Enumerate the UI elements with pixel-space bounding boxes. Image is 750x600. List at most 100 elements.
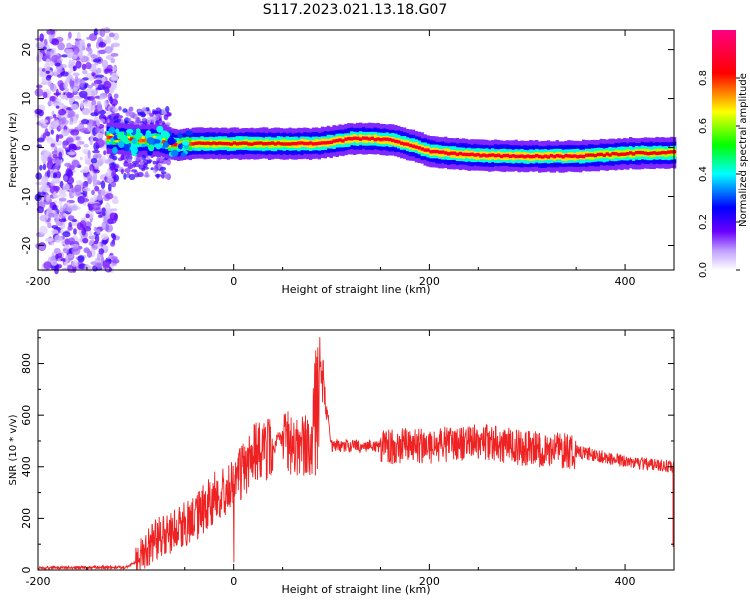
spectrogram-noise-cell	[80, 198, 90, 203]
spectrogram-noise-cell	[56, 119, 60, 126]
spectrogram-noise-cell	[74, 75, 79, 84]
spectrogram-noise-cell	[88, 48, 93, 55]
spectrogram-ridge-cell	[180, 152, 186, 158]
spectrogram-ridge-cell	[197, 141, 201, 145]
spectrogram-noise-cell	[72, 72, 80, 77]
spectrogram-noise-cell	[153, 164, 159, 171]
spectrogram-noise-cell	[66, 50, 75, 59]
spectrogram-ridge-cell	[602, 153, 606, 158]
spectrogram-noise-cell	[39, 119, 49, 124]
spectrogram-noise-cell	[78, 39, 84, 44]
spectrogram-ridge-cell	[350, 137, 354, 141]
snr-line	[37, 337, 675, 571]
snr-y-tick-label: 0	[20, 567, 33, 574]
spectrogram-noise-cell	[110, 58, 116, 64]
spectrogram-noise-cell	[137, 109, 142, 113]
spectrogram-ridge-cell	[599, 152, 603, 157]
spectrogram-noise-cell	[94, 234, 100, 244]
spectrogram-noise-cell	[72, 169, 76, 173]
snr-x-tick-label: -200	[26, 575, 51, 588]
spectrogram-noise-cell	[70, 129, 80, 136]
spectrogram-ridge-cell	[108, 126, 116, 134]
spectrogram-ridge-cell	[526, 154, 530, 158]
spectrogram-noise-cell	[101, 246, 109, 250]
spectrogram-ridge-cell	[426, 148, 430, 152]
spectrogram-noise-cell	[96, 118, 101, 127]
spectrogram-noise-cell	[141, 118, 148, 122]
spectrogram-noise-cell	[68, 98, 72, 102]
spectrogram-noise-cell	[131, 169, 137, 173]
colorbar-tick-label: 0.6	[698, 118, 709, 134]
spectrogram-noise-cell	[65, 254, 69, 263]
spectrogram-ridge-cell	[309, 141, 313, 145]
spectrogram-panel: -200 0 200 400 -20 -10 0 10 20 Height of straig…	[8, 27, 677, 296]
spectrogram-noise-cell	[150, 167, 154, 171]
snr-marks	[37, 337, 675, 571]
spectrogram-noise-cell	[45, 238, 54, 242]
spectrogram-noise-cell	[87, 90, 92, 96]
spectrogram-noise-cell	[93, 240, 99, 245]
spectrogram-noise-cell	[155, 107, 162, 114]
spectrogram-noise-cell	[41, 179, 48, 186]
spectrogram-ridge-cell	[270, 141, 275, 145]
spectrogram-ridge-cell	[385, 137, 389, 141]
spectrogram-noise-cell	[68, 75, 74, 80]
spectrogram-ridge-cell	[555, 154, 559, 158]
spectrogram-noise-cell	[75, 60, 82, 69]
spectrogram-noise-cell	[161, 173, 165, 179]
spectrogram-noise-cell	[111, 42, 121, 48]
spectrogram-noise-cell	[123, 173, 127, 180]
spectrogram-noise-cell	[35, 172, 42, 180]
spectrogram-ridge-cell	[491, 153, 495, 157]
spectrogram-noise-cell	[100, 180, 106, 189]
spectrogram-noise-cell	[160, 167, 164, 173]
spectrogram-ridge-cell	[109, 136, 113, 140]
spectrogram-ridge-cell	[570, 154, 574, 158]
spectrogram-ridge-cell	[141, 139, 145, 143]
spectrogram-y-tick-label: 0	[20, 144, 33, 151]
spectrogram-noise-cell	[54, 62, 61, 67]
spectrogram-ridge-cell	[226, 142, 231, 146]
spectrogram-ridge-cell	[171, 143, 175, 147]
spectrogram-noise-cell	[50, 143, 56, 148]
spectrogram-noise-cell	[98, 41, 106, 48]
spectrogram-noise-cell	[110, 241, 116, 247]
spectrogram-ridge-cell	[347, 136, 351, 141]
spectrogram-noise-cell	[92, 179, 101, 185]
spectrogram-noise-cell	[103, 99, 108, 108]
spectrogram-ridge-cell	[590, 153, 595, 157]
snr-x-tick-label: 200	[419, 575, 440, 588]
spectrogram-ridge-cell	[400, 141, 404, 145]
spectrogram-noise-cell	[60, 71, 69, 77]
spectrogram-ridge-cell	[643, 151, 647, 155]
snr-y-tick-label: 600	[20, 405, 33, 426]
spectrogram-ridge-cell	[502, 153, 507, 158]
colorbar-tick-label: 0.8	[698, 70, 709, 86]
spectrogram-ridge-cell	[479, 154, 483, 158]
spectrogram-x-tick-label: 400	[615, 275, 636, 288]
spectrogram-ridge-cell	[265, 142, 269, 146]
spectrogram-noise-cell	[81, 227, 87, 236]
spectrogram-noise-cell	[89, 170, 94, 176]
spectrogram-noise-cell	[120, 154, 125, 161]
spectrogram-noise-cell	[52, 204, 58, 211]
spectrogram-noise-cell	[101, 221, 107, 231]
spectrogram-ridge-cell	[291, 141, 295, 146]
spectrogram-noise-cell	[154, 116, 160, 121]
spectrogram-noise-cell	[36, 84, 43, 89]
spectrogram-noise-cell	[108, 183, 112, 192]
spectrogram-ridge-cell	[447, 152, 451, 156]
spectrogram-ridge-cell	[221, 141, 225, 146]
spectrogram-ridge-cell	[247, 142, 251, 146]
spectrogram-ridge-cell	[132, 138, 137, 145]
spectrogram-noise-cell	[95, 83, 99, 89]
spectrogram-noise-cell	[55, 105, 60, 109]
spectrogram-noise-cell	[68, 110, 76, 118]
snr-y-axis-label: SNR (10 * v/v)	[8, 414, 19, 485]
spectrogram-ridge-cell	[449, 151, 454, 155]
spectrogram-noise-cell	[95, 132, 104, 139]
spectrogram-ridge-cell	[444, 151, 448, 155]
spectrogram-ridge-cell	[170, 149, 179, 157]
spectrogram-y-tick-label: -10	[20, 188, 33, 206]
